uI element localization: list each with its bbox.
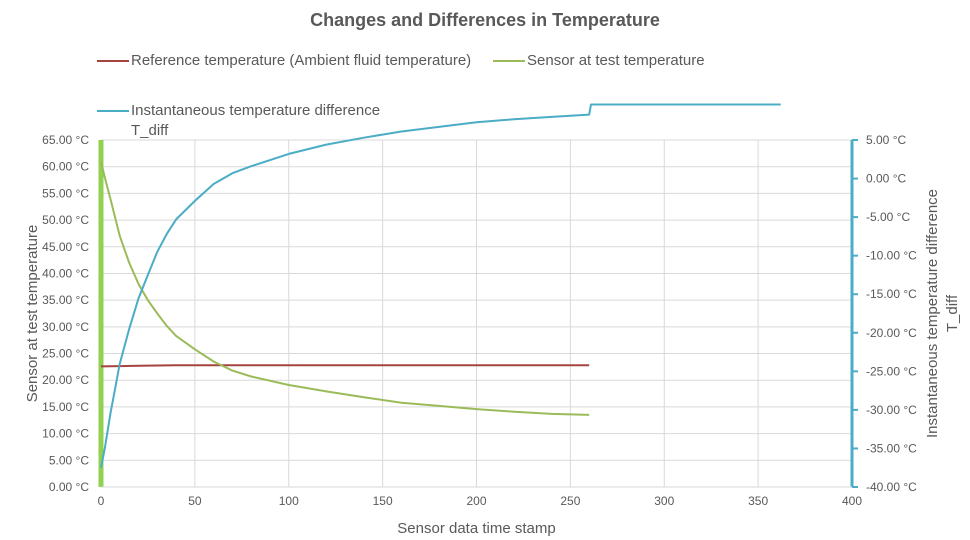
y-tick-label-right: -5.00 °C bbox=[866, 210, 910, 224]
y-tick-label-left: 30.00 °C bbox=[42, 320, 89, 334]
series-line-tdiff bbox=[100, 103, 781, 468]
y-tick-label-left: 5.00 °C bbox=[49, 453, 89, 467]
y-tick-label-left: 55.00 °C bbox=[42, 186, 89, 200]
y-tick-label-left: 40.00 °C bbox=[42, 266, 89, 280]
y-tick-label-right: 5.00 °C bbox=[866, 133, 906, 147]
y-tick-label-left: 35.00 °C bbox=[42, 293, 89, 307]
y-tick-label-left: 10.00 °C bbox=[42, 427, 89, 441]
chart-title: Changes and Differences in Temperature bbox=[310, 10, 660, 30]
axes bbox=[98, 139, 858, 488]
y-tick-label-right: -20.00 °C bbox=[866, 326, 917, 340]
legend-label-sensor: Sensor at test temperature bbox=[527, 52, 705, 69]
y-tick-label-left: 65.00 °C bbox=[42, 133, 89, 147]
y-tick-label-left: 20.00 °C bbox=[42, 373, 89, 387]
y-tick-label-right: -30.00 °C bbox=[866, 403, 917, 417]
series-line-reference bbox=[100, 364, 590, 368]
x-tick-label: 400 bbox=[842, 494, 862, 508]
legend-swatch-reference bbox=[97, 60, 129, 63]
grid-lines bbox=[100, 139, 853, 488]
y-tick-label-right: -10.00 °C bbox=[866, 249, 917, 263]
y-tick-label-right: -40.00 °C bbox=[866, 480, 917, 494]
series-layer bbox=[100, 103, 781, 468]
y-tick-label-right: 0.00 °C bbox=[866, 172, 906, 186]
x-tick-label: 50 bbox=[188, 494, 202, 508]
x-tick-label: 200 bbox=[466, 494, 486, 508]
x-tick-label: 0 bbox=[98, 494, 105, 508]
y-tick-label-left: 45.00 °C bbox=[42, 240, 89, 254]
x-tick-label: 300 bbox=[654, 494, 674, 508]
legend-swatch-sensor bbox=[493, 60, 525, 63]
y-tick-label-left: 0.00 °C bbox=[49, 480, 89, 494]
x-tick-label: 350 bbox=[748, 494, 768, 508]
x-tick-label: 100 bbox=[279, 494, 299, 508]
x-tick-label: 250 bbox=[560, 494, 580, 508]
legend-swatch-tdiff bbox=[97, 110, 129, 113]
labels-layer: 0.00 °C 5.00 °C 10.00 °C 15.00 °C 20.00 °C 25… bbox=[24, 133, 961, 537]
y-axis-label-right-line2: T_diff bbox=[944, 294, 961, 332]
y-tick-label-right: -25.00 °C bbox=[866, 364, 917, 378]
legend-label-reference: Reference temperature (Ambient fluid tem… bbox=[131, 52, 472, 69]
legend-item-tdiff[interactable]: Instantaneous temperature difference T_d… bbox=[97, 101, 421, 141]
y-tick-label-left: 60.00 °C bbox=[42, 160, 89, 174]
y-tick-label-right: -15.00 °C bbox=[866, 287, 917, 301]
y-axis-label-left: Sensor at test temperature bbox=[24, 225, 41, 403]
y-tick-label-right: -35.00 °C bbox=[866, 441, 917, 455]
y-axis-label-right-line1: Instantaneous temperature difference bbox=[924, 189, 941, 438]
legend-item-sensor[interactable]: Sensor at test temperature bbox=[493, 51, 705, 71]
legend-label-tdiff: Instantaneous temperature difference T_d… bbox=[131, 102, 381, 139]
x-tick-label: 150 bbox=[373, 494, 393, 508]
y-tick-label-left: 25.00 °C bbox=[42, 347, 89, 361]
y-tick-label-left: 15.00 °C bbox=[42, 400, 89, 414]
x-axis-label: Sensor data time stamp bbox=[397, 520, 555, 537]
legend-item-reference[interactable]: Reference temperature (Ambient fluid tem… bbox=[97, 51, 471, 71]
y-tick-label-left: 50.00 °C bbox=[42, 213, 89, 227]
series-line-sensor bbox=[100, 161, 590, 416]
